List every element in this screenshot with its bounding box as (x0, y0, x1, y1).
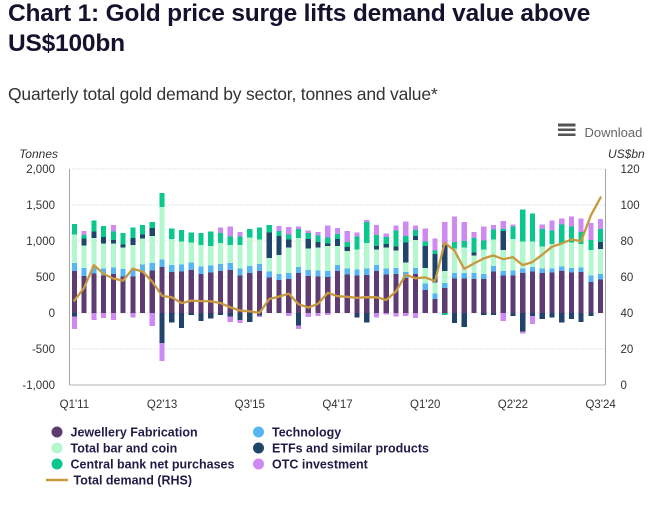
svg-text:20: 20 (621, 344, 634, 356)
svg-text:1,000: 1,000 (26, 236, 55, 248)
svg-text:500: 500 (36, 272, 55, 284)
svg-text:Total bar and coin: Total bar and coin (71, 442, 178, 456)
svg-text:40: 40 (621, 308, 634, 320)
svg-text:Q3'15: Q3'15 (235, 399, 265, 411)
svg-text:Q4'17: Q4'17 (322, 399, 352, 411)
svg-text:US$bn: US$bn (608, 147, 645, 161)
svg-text:Q1'11: Q1'11 (60, 399, 89, 411)
svg-text:0: 0 (49, 308, 55, 320)
svg-text:Technology: Technology (272, 426, 341, 440)
svg-text:Q1'20: Q1'20 (410, 399, 440, 411)
svg-text:Total demand (RHS): Total demand (RHS) (74, 474, 193, 488)
svg-text:Q2'13: Q2'13 (147, 399, 177, 411)
svg-text:1,500: 1,500 (26, 200, 55, 212)
svg-text:100: 100 (621, 200, 640, 212)
svg-text:120: 120 (621, 164, 640, 176)
svg-text:ETFs and similar products: ETFs and similar products (272, 442, 429, 456)
svg-text:Tonnes: Tonnes (19, 147, 58, 161)
svg-text:OTC investment: OTC investment (272, 458, 369, 472)
svg-text:60: 60 (621, 272, 634, 284)
svg-text:-500: -500 (32, 344, 55, 356)
svg-text:Central bank net purchases: Central bank net purchases (71, 458, 235, 472)
svg-text:-1,000: -1,000 (22, 380, 55, 392)
svg-text:80: 80 (621, 236, 634, 248)
svg-text:2,000: 2,000 (26, 164, 55, 176)
svg-text:Jewellery Fabrication: Jewellery Fabrication (71, 426, 198, 440)
svg-text:Q2'22: Q2'22 (498, 399, 528, 411)
svg-text:0: 0 (621, 380, 627, 392)
svg-text:Q3'24: Q3'24 (585, 399, 616, 411)
